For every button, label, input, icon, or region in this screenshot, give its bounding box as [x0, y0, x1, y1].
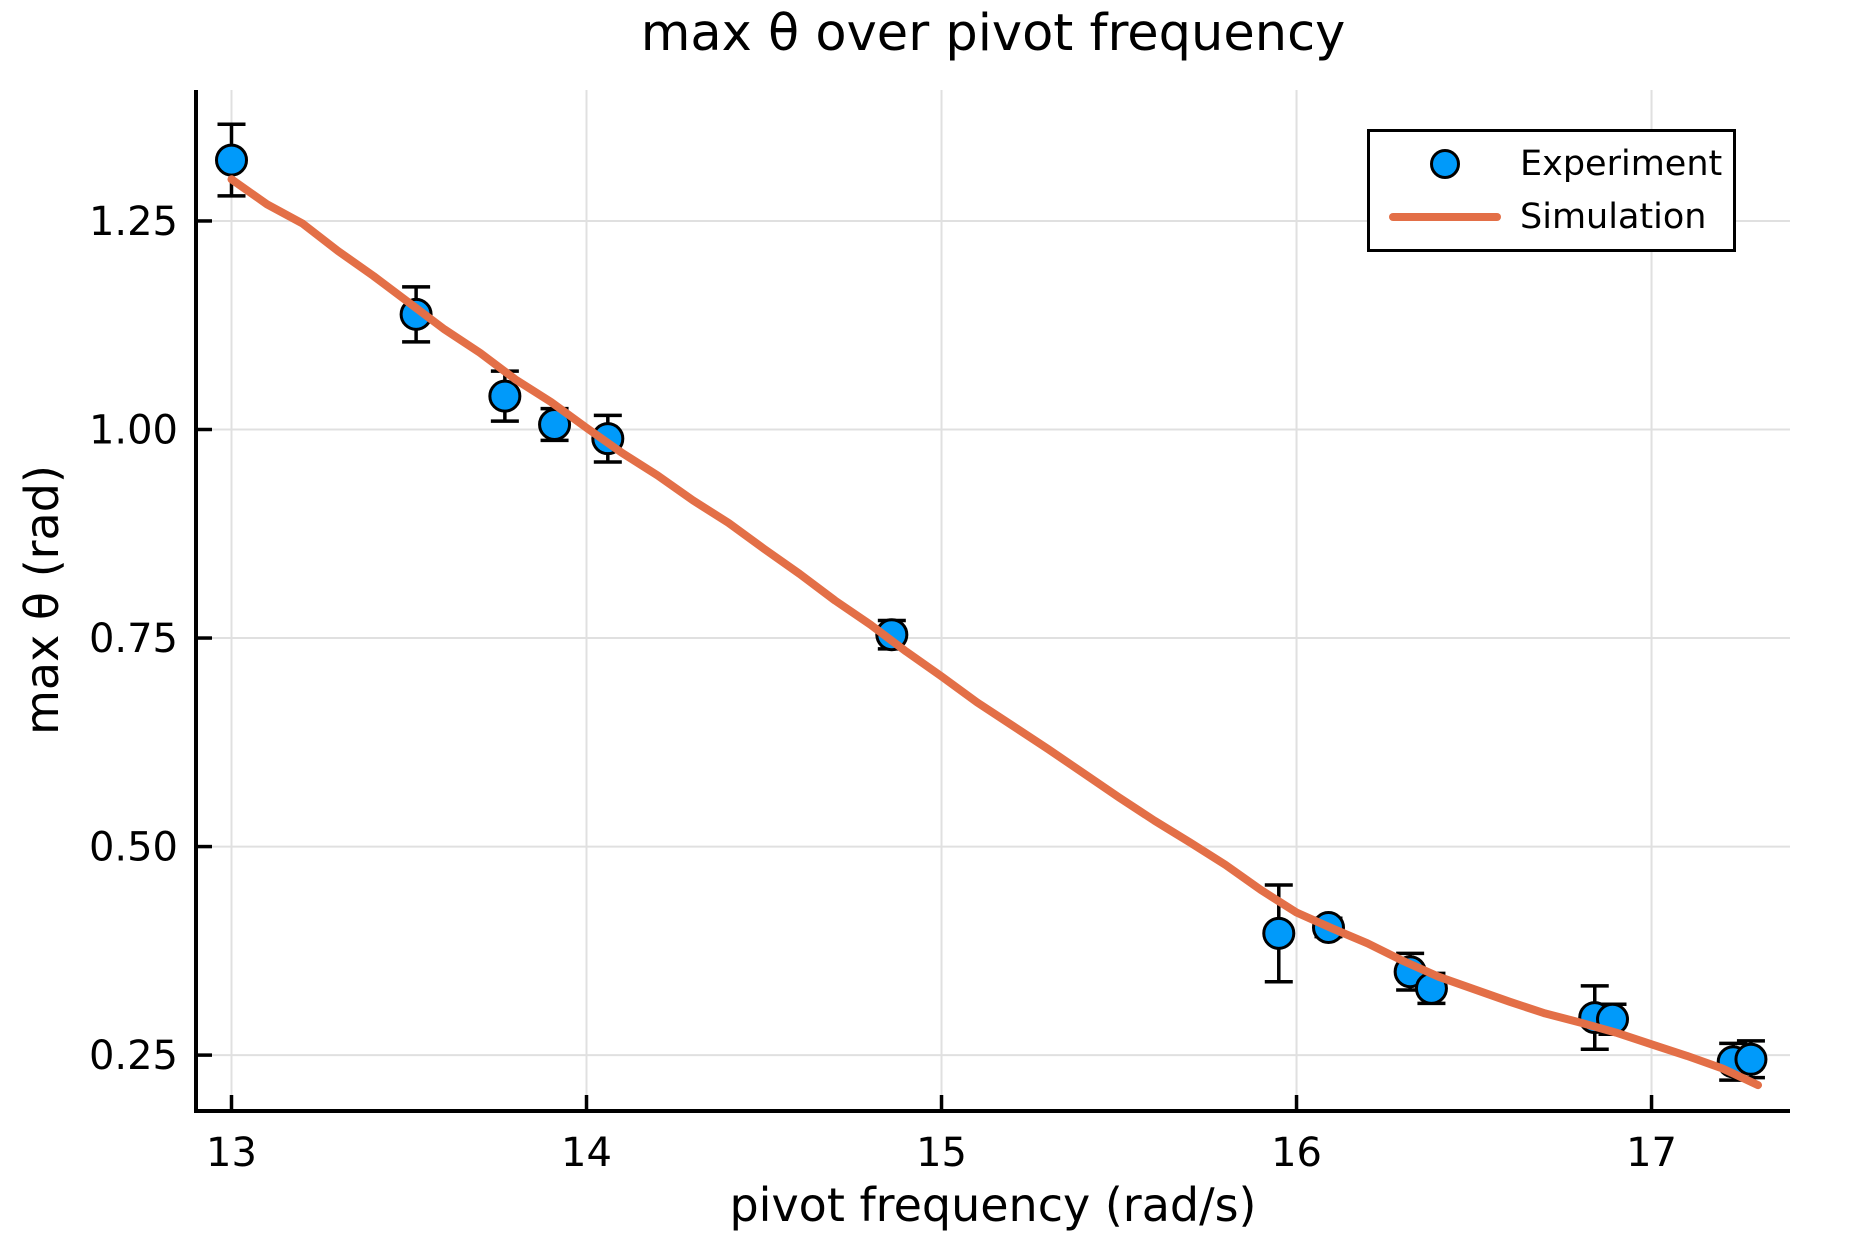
y-tick-label: 1.00 — [89, 407, 178, 453]
legend-sample-simulation — [1382, 213, 1508, 221]
x-tick-label: 15 — [916, 1130, 967, 1176]
experiment-point — [488, 379, 522, 413]
legend-item-experiment: Experiment — [1370, 138, 1733, 191]
x-tick-label: 16 — [1271, 1130, 1322, 1176]
legend-label-experiment: Experiment — [1520, 144, 1723, 184]
experiment-marker-icon — [1430, 149, 1460, 179]
chart-title: max θ over pivot frequency — [640, 4, 1346, 63]
y-axis-label: max θ (rad) — [15, 465, 69, 735]
legend: Experiment Simulation — [1367, 129, 1736, 252]
simulation-line-icon — [1389, 213, 1501, 221]
x-tick-label: 13 — [206, 1130, 257, 1176]
x-tick-label: 17 — [1626, 1130, 1677, 1176]
experiment-point — [1262, 916, 1296, 950]
legend-sample-experiment — [1382, 149, 1508, 179]
experiment-point — [215, 143, 249, 177]
y-tick-label: 0.75 — [89, 616, 178, 662]
simulation-line — [227, 175, 1762, 1090]
x-axis-label: pivot frequency (rad/s) — [729, 1178, 1257, 1232]
legend-label-simulation: Simulation — [1520, 197, 1707, 237]
y-tick-label: 0.25 — [89, 1033, 178, 1079]
legend-item-simulation: Simulation — [1370, 191, 1733, 244]
y-tick-label: 1.25 — [89, 199, 178, 245]
y-tick-label: 0.50 — [89, 825, 178, 871]
experiment-point — [1734, 1042, 1768, 1076]
x-tick-label: 14 — [561, 1130, 612, 1176]
